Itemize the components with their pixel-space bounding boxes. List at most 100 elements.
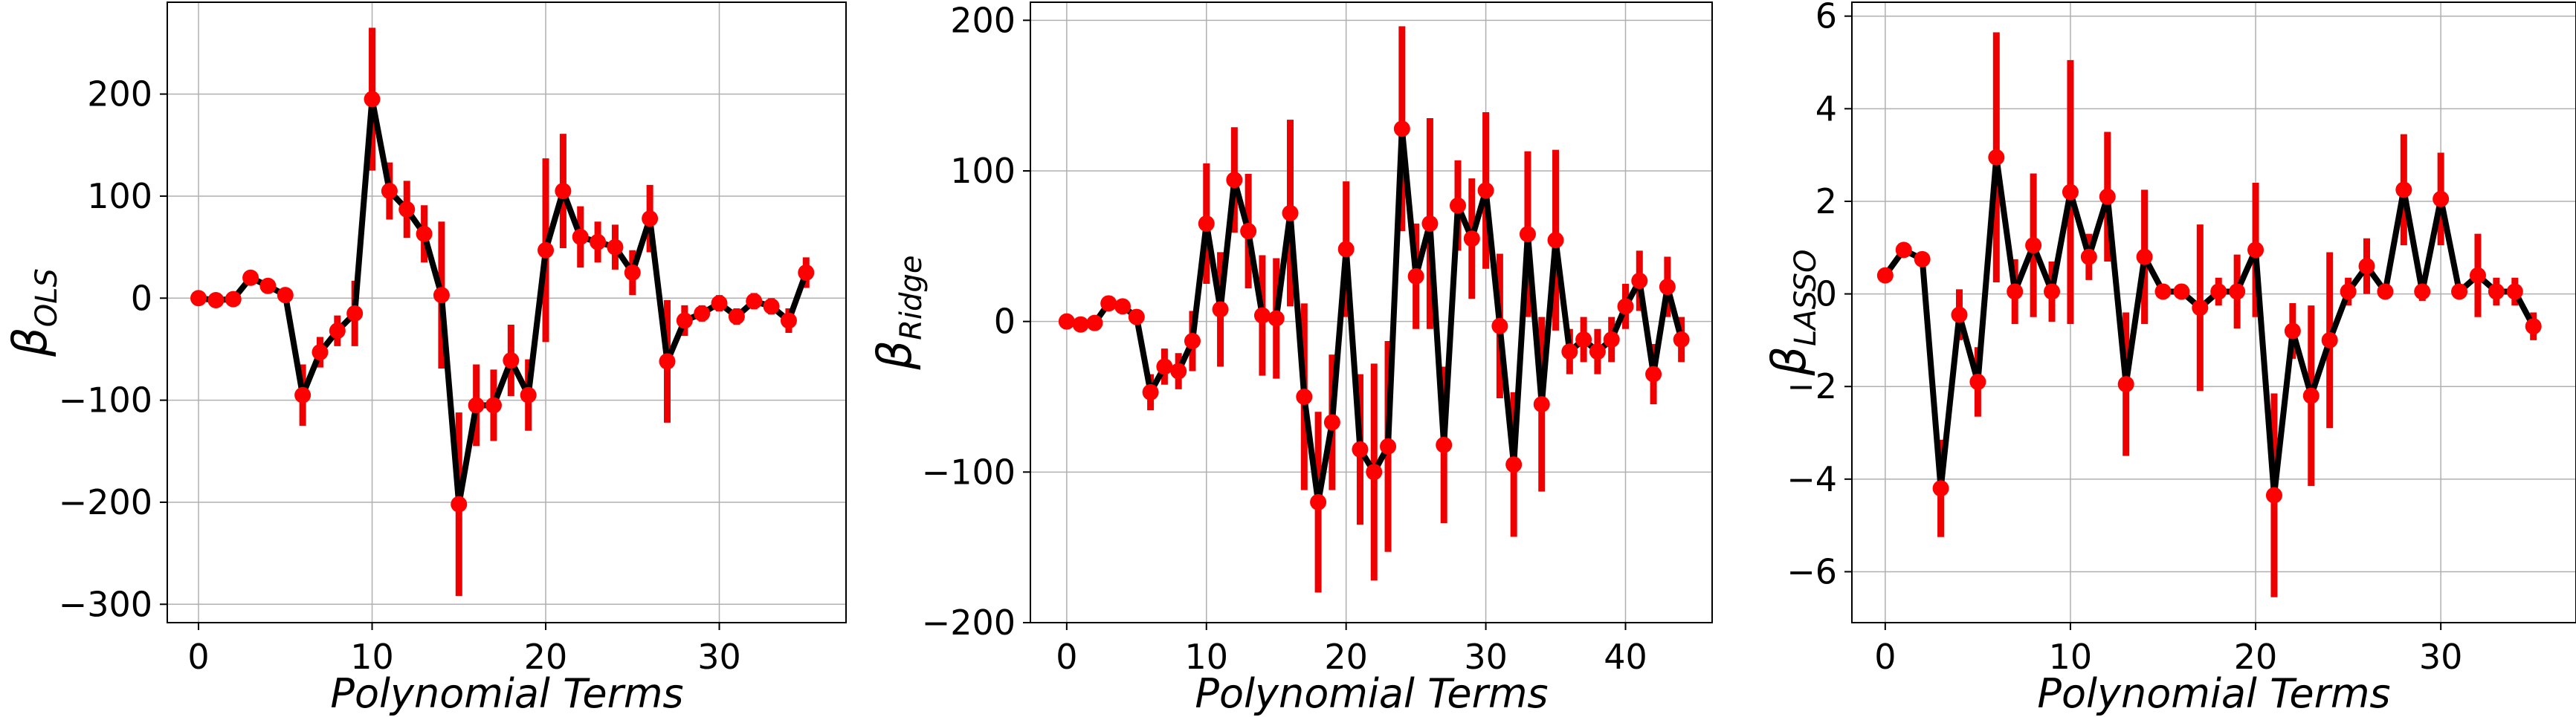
lasso-plot-frame (1851, 1, 2576, 623)
ridge-y-axis-label-symbol: β (868, 340, 922, 371)
ridge-coefficient-point (1114, 298, 1132, 315)
ridge-coefficient-point (1645, 366, 1662, 383)
ridge-y-axis-label-text: βRidge (868, 256, 929, 371)
ols-coefficient-point (311, 344, 329, 361)
lasso-coefficient-point (2007, 283, 2024, 300)
ridge-coefficient-point (1142, 383, 1159, 400)
ols-coefficient-point (346, 305, 364, 322)
ols-coefficient-point (485, 397, 502, 414)
lasso-y-axis-label: βLASSO (1762, 249, 1823, 376)
ridge-coefficient-point (1393, 120, 1410, 137)
lasso-coefficient-point (2044, 283, 2061, 300)
lasso-coefficient-point (1876, 267, 1894, 284)
ols-coefficient-point (364, 91, 381, 108)
ridge-coefficient-point (1253, 307, 1271, 324)
ridge-y-tick-label: −200 (922, 603, 1016, 643)
ols-x-tick-label: 0 (187, 637, 209, 677)
ols-coefficient-point (659, 353, 676, 370)
ols-plot-frame (167, 1, 847, 623)
lasso-coefficient-point (2062, 184, 2079, 201)
lasso-coefficient-point (2358, 258, 2375, 275)
ridge-coefficient-point (1617, 298, 1634, 315)
lasso-coefficient-point (2414, 283, 2431, 300)
ols-coefficient-point (277, 287, 294, 304)
lasso-coefficient-point (2229, 283, 2246, 300)
ols-coefficient-point (381, 183, 398, 200)
lasso-coefficient-point (2451, 283, 2468, 300)
ridge-coefficient-point (1072, 316, 1089, 333)
lasso-coefficient-point (1914, 250, 1931, 267)
ols-y-axis-label-symbol: β (3, 327, 57, 357)
lasso-coefficient-point (2321, 331, 2338, 348)
ols-y-axis-label-text: βOLS (3, 268, 64, 357)
lasso-y-axis-label-text: βLASSO (1762, 249, 1823, 376)
ols-coefficient-point (694, 305, 711, 322)
ols-y-tick-label: 200 (87, 74, 152, 114)
ols-coefficient-point (711, 295, 728, 312)
ridge-coefficient-point (1561, 343, 1578, 360)
ols-coefficient-point (433, 287, 450, 304)
lasso-coefficient-point (2099, 188, 2116, 205)
ols-coefficient-point (780, 312, 797, 329)
ridge-coefficient-point (1491, 317, 1508, 334)
lasso-x-tick-label: 20 (2234, 637, 2278, 677)
ridge-coefficient-point (1603, 331, 1620, 348)
ridge-coefficient-point (1337, 241, 1355, 258)
ols-coefficient-point (624, 264, 641, 281)
lasso-coefficient-point (2136, 248, 2153, 265)
ridge-coefficient-point (1450, 197, 1467, 214)
ols-coefficient-point (590, 233, 607, 250)
ridge-coefficient-point (1659, 279, 1676, 296)
ols-x-tick-label: 10 (350, 637, 394, 677)
ridge-coefficient-point (1575, 331, 1592, 348)
ridge-coefficient-point (1352, 441, 1369, 458)
lasso-coefficient-point (1932, 480, 1949, 497)
ridge-x-tick-label: 20 (1324, 637, 1368, 677)
ridge-coefficient-point (1380, 438, 1397, 455)
lasso-coefficient-point (2284, 322, 2301, 340)
ridge-y-tick-label: 200 (950, 0, 1016, 40)
ols-coefficient-point (451, 496, 468, 513)
ols-coefficient-point (398, 201, 416, 218)
lasso-y-tick-label: 4 (1815, 88, 1837, 129)
lasso-coefficient-point (2395, 181, 2412, 198)
ridge-coefficient-point (1631, 272, 1648, 289)
ridge-coefficient-point (1310, 493, 1327, 510)
ridge-x-axis-label: Polynomial Terms (1195, 670, 1548, 717)
ols-coefficient-point (416, 225, 433, 242)
ridge-coefficient-point (1505, 456, 1523, 473)
ridge-coefficient-point (1198, 215, 1215, 232)
ols-coefficient-point (728, 308, 745, 325)
ols-coefficient-point (763, 298, 780, 315)
lasso-y-tick-label: −2 (1786, 366, 1837, 406)
ols-x-tick-label: 30 (697, 637, 741, 677)
ridge-coefficient-point (1533, 396, 1550, 413)
lasso-y-tick-label: 2 (1815, 181, 1837, 221)
ridge-y-axis-label: βRidge (868, 256, 929, 371)
lasso-y-axis-label-subscript: LASSO (1789, 249, 1823, 346)
ridge-x-tick-label: 0 (1056, 637, 1077, 677)
lasso-coefficient-point (2192, 299, 2209, 317)
ridge-plot-frame (1030, 1, 1713, 623)
ridge-coefficient-point (1128, 308, 1145, 325)
ridge-x-tick-label: 10 (1184, 637, 1228, 677)
ols-x-tick-label: 20 (524, 637, 568, 677)
ridge-coefficient-point (1366, 464, 1383, 481)
lasso-coefficient-line (1882, 154, 2537, 499)
ridge-coefficient-point (1463, 230, 1480, 247)
lasso-coefficient-point (2210, 283, 2227, 300)
ridge-coefficient-point (1519, 226, 1536, 243)
ols-coefficient-point (798, 264, 815, 281)
lasso-x-axis-label: Polynomial Terms (2037, 670, 2390, 717)
ridge-coefficient-point (1184, 333, 1201, 350)
lasso-coefficient-point (2525, 318, 2542, 335)
lasso-y-tick-label: −6 (1786, 551, 1837, 591)
ols-coefficient-point (468, 397, 485, 414)
ols-coefficient-point (190, 290, 207, 307)
ols-coefficients-panel: −300 −200 −100 0 100 200 0 10 20 30 Polynomial Ter… (3, 1, 847, 717)
lasso-coefficient-point (2302, 387, 2320, 404)
ols-y-tick-label: 0 (131, 278, 152, 318)
lasso-coefficient-point (2377, 283, 2394, 300)
ols-coefficient-point (538, 241, 555, 259)
